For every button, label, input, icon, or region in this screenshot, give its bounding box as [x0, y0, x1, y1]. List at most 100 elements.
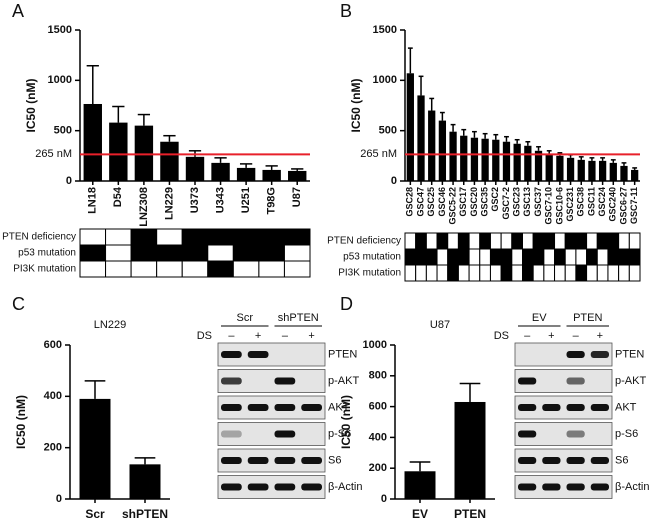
blot-treatment: – — [524, 330, 531, 342]
x-tick-label: EV — [412, 507, 428, 521]
bar — [134, 125, 154, 181]
bar — [438, 120, 447, 181]
blot-band — [248, 431, 269, 438]
annotation-cell — [283, 260, 311, 278]
annotation-cell — [575, 248, 588, 266]
annotation-cell — [447, 248, 459, 266]
x-tick-label: T98G — [266, 187, 278, 215]
annotation-cell — [618, 232, 630, 250]
blot-band — [301, 404, 322, 411]
blot-band — [518, 351, 536, 358]
reference-label: 265 nM — [35, 148, 72, 160]
annotation-cell — [511, 232, 523, 250]
blot-band — [542, 404, 561, 411]
x-tick-label: GSC47 — [415, 187, 425, 217]
annotation-cell — [532, 248, 545, 266]
annotation-cell — [232, 228, 260, 246]
blot-group-label: PTEN — [573, 312, 602, 324]
blot-group-label: EV — [532, 312, 547, 324]
x-tick-label: U251 — [240, 187, 252, 213]
bar — [524, 145, 532, 181]
x-tick-label: GSC11 — [586, 187, 596, 216]
blot-band — [274, 483, 296, 491]
annotation-cell — [596, 264, 609, 282]
blot-treatment: + — [548, 330, 554, 342]
bar — [609, 162, 617, 181]
annotation-cell — [564, 264, 577, 282]
x-tick-label: LN229 — [163, 187, 175, 220]
x-tick-label: GSC46 — [437, 187, 447, 217]
blot-treatment: – — [282, 330, 289, 342]
annotation-cell — [543, 248, 556, 266]
blot-panel — [514, 475, 613, 499]
x-tick-label: U343 — [214, 187, 226, 213]
annotation-cell — [404, 232, 417, 250]
bar — [556, 155, 564, 181]
blot-band — [221, 377, 242, 385]
annotation-cell — [468, 264, 481, 282]
x-tick-label: GSC7-10 — [544, 187, 554, 225]
blot-band — [301, 431, 322, 438]
annotation-cell — [232, 244, 260, 262]
annotation-cell — [207, 260, 234, 278]
annotation-cell — [436, 264, 449, 282]
blot-band — [301, 378, 322, 385]
annotation-cell — [500, 264, 513, 282]
x-tick-label: GSC28 — [405, 187, 415, 217]
annotation-cell — [425, 232, 438, 250]
annotation-cell — [554, 232, 566, 250]
annotation-cell — [130, 228, 158, 246]
blot-treatment-label: DS — [197, 330, 212, 342]
blot-band — [566, 404, 585, 411]
blot-band — [542, 457, 561, 464]
blot-panel — [514, 342, 613, 367]
bar — [470, 137, 479, 181]
blot-band — [591, 431, 609, 438]
x-tick-label: GSC38 — [576, 187, 586, 217]
x-tick-label: GSC5-22 — [447, 187, 457, 225]
blot-band — [275, 351, 296, 358]
y-axis-label: IC50 (nM) — [349, 78, 363, 132]
y-tick-label: 400 — [44, 390, 62, 402]
annotation-cell — [479, 264, 491, 282]
annotation-cell — [258, 260, 285, 278]
blot-band — [590, 457, 609, 464]
blot-band — [221, 430, 242, 438]
annotation-cell — [457, 232, 470, 250]
y-tick-label: 0 — [66, 175, 72, 187]
annotation-cell — [258, 228, 285, 246]
blot-treatment: + — [255, 330, 261, 342]
x-tick-label: GSC7-2 — [501, 187, 511, 220]
chart-title: U87 — [430, 319, 450, 331]
bar — [460, 135, 468, 181]
annotation-cell — [79, 260, 107, 278]
blot-row-label: PTEN — [328, 348, 357, 360]
annotation-cell — [586, 248, 598, 266]
x-tick-label: LN18 — [87, 187, 99, 214]
bar — [428, 110, 436, 181]
annotation-cell — [404, 248, 417, 266]
blot-band — [542, 378, 560, 385]
y-tick-label: 200 — [44, 442, 62, 454]
blot-row-label: p-S6 — [615, 428, 638, 440]
blot-treatment-label: DS — [494, 330, 509, 342]
x-tick-label: Scr — [85, 507, 105, 521]
blot-row-label: S6 — [615, 454, 628, 466]
annotation-cell — [618, 264, 630, 282]
annotation-cell — [564, 232, 577, 250]
bar — [598, 160, 607, 181]
blot-band — [221, 457, 242, 464]
annotation-cell — [522, 248, 534, 266]
y-tick-label: 1500 — [373, 24, 397, 36]
blot-band — [518, 483, 537, 491]
bar — [83, 103, 102, 181]
annotation-cell — [596, 248, 609, 266]
blot-panel — [514, 422, 613, 446]
y-tick-label: 0 — [381, 493, 387, 505]
annotation-cell — [79, 228, 107, 246]
annotation-cell — [628, 232, 641, 250]
blot-band — [518, 457, 537, 464]
blot-band — [221, 483, 242, 491]
annotation-cell — [79, 244, 107, 262]
annotation-cell — [181, 244, 209, 262]
